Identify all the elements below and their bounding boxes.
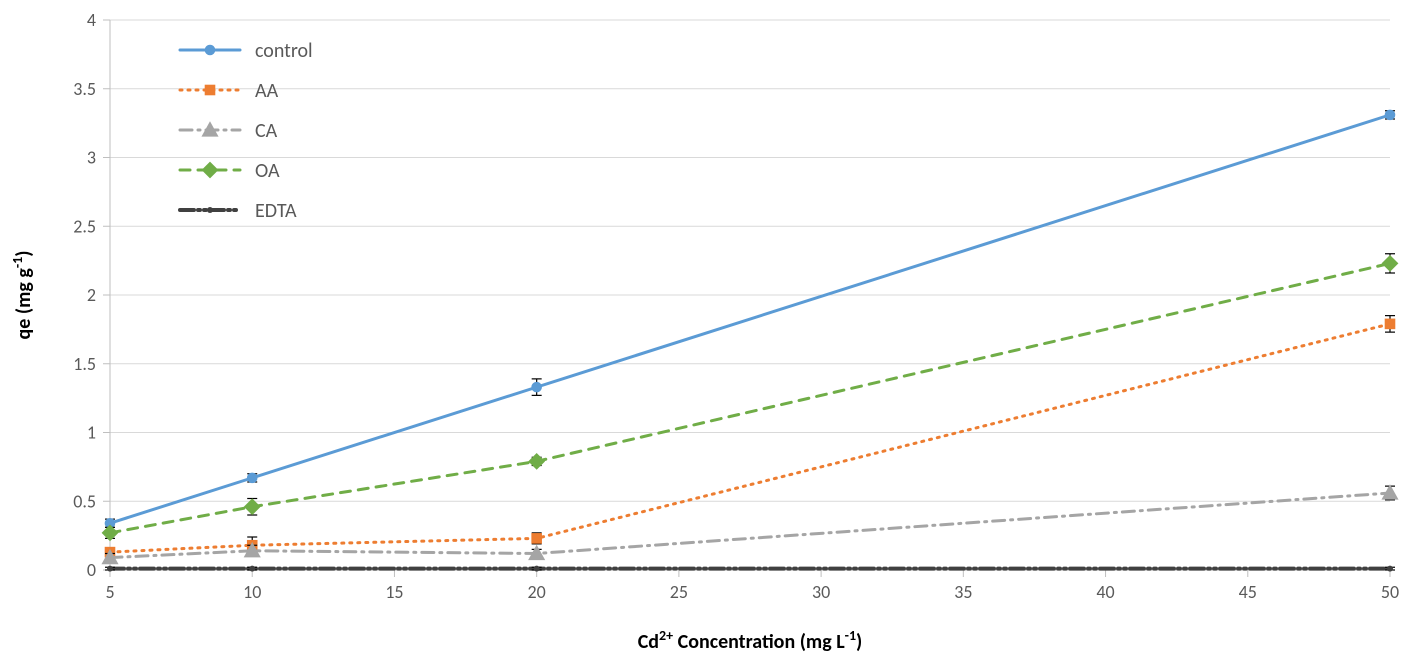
x-tick-label: 35 xyxy=(954,581,972,603)
legend-label: EDTA xyxy=(255,199,297,223)
marker-square xyxy=(205,85,215,95)
marker-circle xyxy=(247,473,257,483)
marker-circle xyxy=(205,45,215,55)
marker-dot xyxy=(107,566,113,572)
marker-circle xyxy=(1385,110,1395,120)
marker-dot xyxy=(207,207,213,213)
x-tick-label: 10 xyxy=(243,581,261,603)
y-tick-label: 4 xyxy=(87,9,96,31)
legend-label: AA xyxy=(255,79,279,103)
y-tick-label: 2.5 xyxy=(73,215,96,237)
x-tick-label: 25 xyxy=(670,581,688,603)
x-tick-label: 20 xyxy=(528,581,546,603)
y-tick-label: 2 xyxy=(87,284,96,306)
x-tick-label: 45 xyxy=(1239,581,1257,603)
y-tick-label: 3 xyxy=(87,147,96,169)
x-tick-label: 15 xyxy=(385,581,403,603)
marker-dot xyxy=(534,566,540,572)
y-tick-label: 3.5 xyxy=(73,78,96,100)
legend-label: OA xyxy=(255,159,280,183)
y-tick-label: 1 xyxy=(87,422,96,444)
y-tick-label: 1.5 xyxy=(73,353,96,375)
marker-dot xyxy=(1387,566,1393,572)
marker-circle xyxy=(532,382,542,392)
legend-label: CA xyxy=(255,119,278,143)
marker-dot xyxy=(249,566,255,572)
legend-label: control xyxy=(255,39,313,63)
x-tick-label: 50 xyxy=(1381,581,1399,603)
y-tick-label: 0.5 xyxy=(73,490,96,512)
line-chart: 510152025303540455000.511.522.533.54Cd2+… xyxy=(0,0,1419,666)
marker-square xyxy=(532,534,542,544)
x-tick-label: 5 xyxy=(105,581,114,603)
y-tick-label: 0 xyxy=(87,559,96,581)
x-tick-label: 40 xyxy=(1096,581,1114,603)
marker-square xyxy=(1385,319,1395,329)
x-tick-label: 30 xyxy=(812,581,830,603)
chart-container: 510152025303540455000.511.522.533.54Cd2+… xyxy=(0,0,1419,666)
